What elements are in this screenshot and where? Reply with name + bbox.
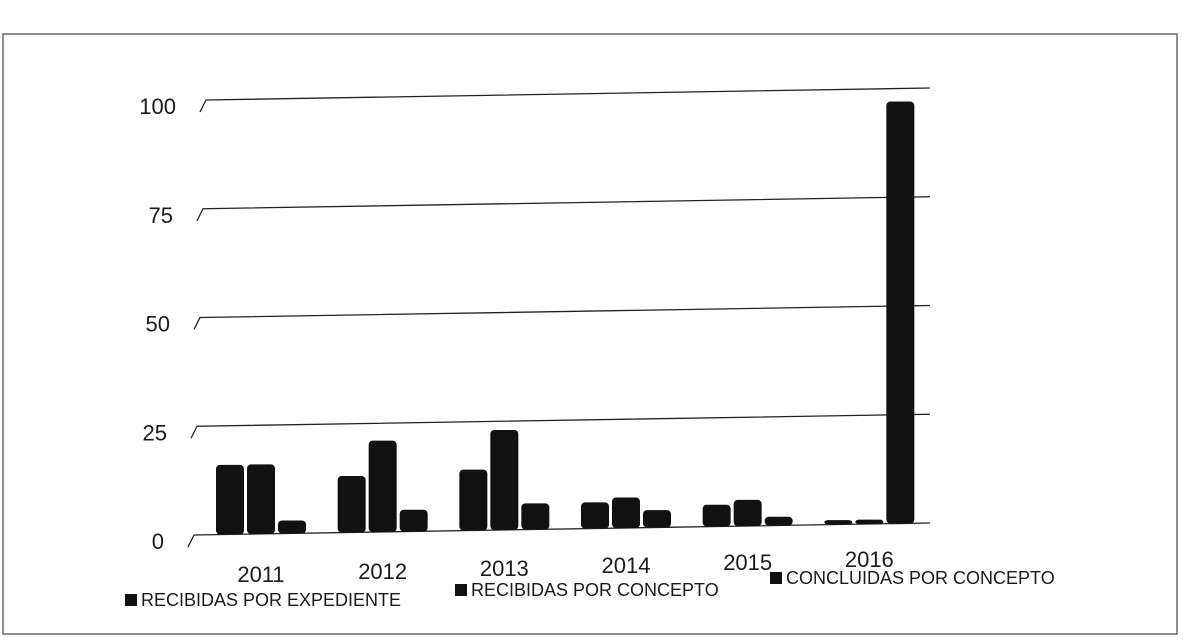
gridline [193, 304, 931, 330]
legend-swatch [770, 572, 782, 584]
bar [459, 469, 488, 531]
x-tick-label: 2016 [845, 547, 894, 572]
bar [368, 440, 397, 532]
legend-swatch [125, 594, 137, 606]
x-tick-label: 2012 [358, 559, 407, 584]
y-tick-label: 50 [146, 312, 170, 337]
bar [216, 464, 244, 535]
bar [490, 429, 519, 530]
bar [399, 509, 428, 532]
gridline [199, 87, 931, 113]
x-tick-label: 2011 [237, 562, 284, 587]
legend-label: CONCLUIDAS POR CONCEPTO [786, 568, 1055, 588]
bar [612, 497, 640, 528]
chart-border [2, 33, 1178, 635]
gridline [196, 196, 931, 222]
bar [643, 510, 671, 528]
bar [855, 519, 884, 524]
y-tick-label: 25 [143, 420, 167, 445]
x-tick-label: 2013 [480, 556, 529, 581]
y-tick-label: 75 [149, 203, 173, 228]
y-tick-label: 0 [152, 529, 164, 554]
bar [764, 516, 793, 526]
bar [247, 464, 275, 534]
bar [521, 503, 550, 530]
x-axis-ticks: 2011 2012 2013 2014 2015 2016 [237, 547, 893, 587]
bar [824, 520, 853, 525]
bar [702, 504, 731, 527]
legend: RECIBIDAS POR EXPEDIENTE RECIBIDAS POR CO… [125, 568, 1055, 610]
bar [886, 101, 915, 524]
bar [733, 499, 762, 526]
legend-label: RECIBIDAS POR CONCEPTO [471, 580, 719, 600]
bar [337, 475, 366, 533]
y-axis-ticks: 0 25 50 75 100 [139, 94, 176, 554]
x-tick-label: 2015 [723, 550, 772, 575]
bar [278, 520, 306, 534]
bars [216, 101, 915, 535]
gridlines [187, 87, 931, 548]
legend-label: RECIBIDAS POR EXPEDIENTE [141, 590, 401, 610]
gridline [187, 522, 931, 548]
legend-swatch [455, 584, 467, 596]
x-tick-label: 2014 [602, 553, 651, 578]
y-tick-label: 100 [139, 94, 176, 119]
gridline [190, 413, 931, 439]
bar [581, 502, 609, 529]
